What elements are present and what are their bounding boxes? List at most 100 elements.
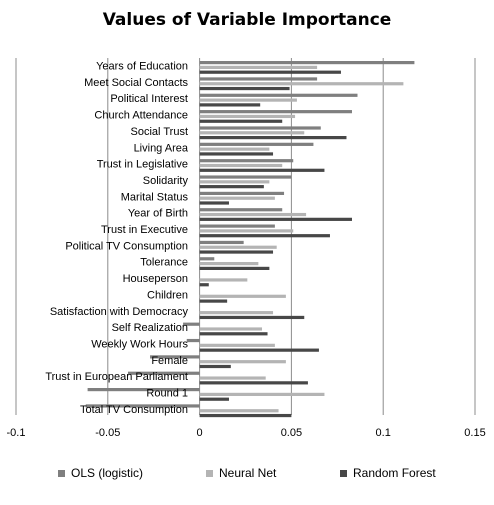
bar-ols: [183, 322, 200, 326]
bar-random-forest: [199, 315, 305, 320]
category-label: Children: [147, 289, 188, 301]
bar-neural-net: [199, 343, 275, 347]
bar-random-forest: [199, 86, 290, 91]
bar-ols: [199, 126, 321, 130]
legend-swatch: [58, 469, 65, 477]
category-label: Political Interest: [110, 93, 188, 105]
bar-neural-net: [199, 376, 266, 380]
x-tick-label: 0.1: [376, 427, 391, 439]
bar-ols: [85, 404, 200, 408]
category-label: Houseperson: [123, 273, 188, 285]
bar-neural-net: [199, 245, 277, 249]
bar-ols: [199, 257, 215, 261]
bar-neural-net: [199, 360, 286, 364]
bar-ols: [199, 175, 292, 179]
bar-ols: [199, 110, 352, 114]
category-label: Trust in European Parliament: [45, 371, 188, 383]
category-label: Weekly Work Hours: [91, 338, 188, 350]
category-label: Round 1: [146, 388, 188, 400]
bar-ols: [199, 224, 275, 228]
bar-neural-net: [199, 163, 283, 168]
bar-random-forest: [199, 299, 228, 303]
bar-neural-net: [199, 114, 296, 119]
bar-neural-net: [199, 82, 404, 86]
bar-random-forest: [199, 119, 283, 123]
bar-ols: [199, 93, 358, 97]
bar-random-forest: [199, 250, 274, 254]
bar-neural-net: [199, 229, 294, 233]
legend-item: Neural Net: [206, 466, 276, 480]
bar-neural-net: [199, 65, 318, 69]
bar-ols: [150, 355, 200, 359]
category-label: Trust in Legislative: [97, 159, 188, 171]
category-label: Years of Education: [96, 61, 188, 73]
category-label: Political TV Consumption: [65, 240, 188, 252]
bar-neural-net: [199, 196, 275, 200]
bar-random-forest: [199, 103, 261, 107]
bar-neural-net: [199, 327, 263, 331]
bar-random-forest: [199, 381, 308, 385]
bar-ols: [199, 191, 285, 195]
x-tick-label: 0: [197, 427, 203, 439]
bar-neural-net: [199, 131, 305, 135]
bar-ols: [199, 142, 314, 146]
category-label: Meet Social Contacts: [84, 77, 188, 89]
bar-ols: [199, 61, 415, 65]
bar-random-forest: [199, 70, 341, 74]
bar-random-forest: [199, 413, 292, 418]
legend-item: OLS (logistic): [58, 466, 143, 480]
category-label: Self Realization: [112, 322, 188, 334]
x-tick-label: -0.05: [95, 427, 120, 439]
bar-ols: [199, 159, 294, 163]
bar-random-forest: [199, 283, 209, 287]
bar-neural-net: [199, 311, 274, 315]
bar-random-forest: [199, 397, 229, 401]
legend-label: Neural Net: [219, 466, 277, 480]
bar-random-forest: [199, 185, 264, 189]
bar-random-forest: [199, 234, 330, 238]
category-label: Living Area: [134, 142, 189, 154]
bar-ols: [199, 77, 318, 81]
legend-swatch: [340, 469, 347, 477]
chart-title: Values of Variable Importance: [102, 10, 392, 30]
x-tick-label: -0.1: [7, 427, 26, 439]
x-tick-label: 0.05: [281, 427, 302, 439]
category-label: Solidarity: [143, 175, 189, 187]
bar-random-forest: [199, 332, 268, 336]
legend: OLS (logistic) Neural Net Random Forest: [0, 466, 494, 484]
bar-neural-net: [199, 98, 297, 102]
category-label: Female: [151, 355, 188, 367]
bar-ols: [127, 371, 200, 375]
bar-random-forest: [199, 168, 325, 172]
x-tick-label: 0.15: [464, 427, 485, 439]
legend-item: Random Forest: [340, 466, 436, 480]
bar-random-forest: [199, 364, 231, 369]
legend-label: Random Forest: [353, 466, 436, 480]
bar-ols: [186, 338, 200, 343]
bar-neural-net: [199, 180, 270, 184]
legend-swatch: [206, 469, 213, 477]
bar-ols: [199, 208, 283, 212]
bar-ols: [199, 240, 244, 245]
bar-neural-net: [199, 294, 286, 298]
bar-random-forest: [199, 266, 270, 270]
category-label: Marital Status: [121, 191, 189, 203]
category-label: Year of Birth: [128, 208, 188, 220]
bar-neural-net: [199, 262, 259, 266]
bar-neural-net: [199, 409, 279, 413]
category-label: Satisfaction with Democracy: [50, 306, 189, 318]
category-label: Church Attendance: [94, 110, 188, 122]
bar-neural-net: [199, 278, 248, 282]
category-label: Social Trust: [131, 126, 188, 138]
bar-random-forest: [199, 152, 274, 156]
legend-label: OLS (logistic): [71, 466, 144, 480]
bar-neural-net: [199, 392, 325, 396]
bar-ols: [87, 388, 200, 392]
category-label: Tolerance: [140, 257, 188, 269]
category-label: Trust in Executive: [101, 224, 188, 236]
bar-random-forest: [199, 217, 352, 221]
bar-random-forest: [199, 348, 319, 352]
bar-neural-net: [199, 147, 270, 151]
